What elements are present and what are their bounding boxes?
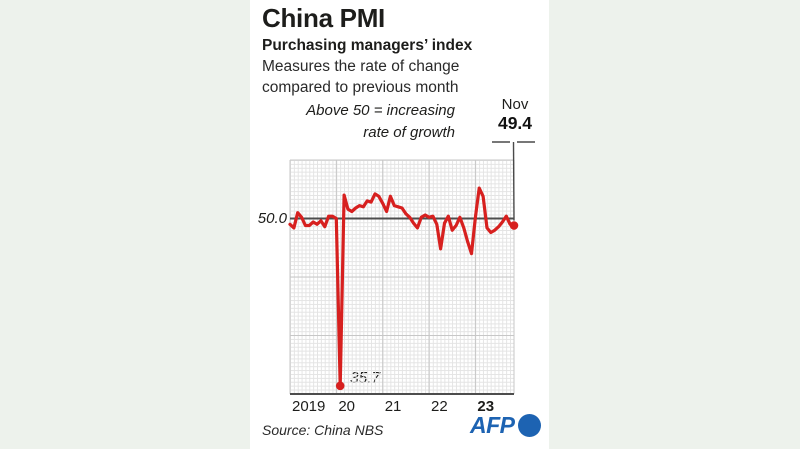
x-axis-tick-label: 20	[338, 398, 356, 415]
latest-point-month-label: Nov	[501, 96, 529, 113]
source-credit: Source: China NBS	[262, 422, 384, 438]
plot-minor-grid	[290, 160, 514, 394]
x-axis-tick-label: 21	[384, 398, 402, 415]
y-axis-50-label: 50.0	[257, 210, 287, 227]
chart-description-line2: compared to previous month	[262, 78, 459, 96]
threshold-annotation-line1: Above 50 = increasing	[306, 102, 455, 119]
x-axis-tick-label: 23	[477, 398, 495, 415]
threshold-annotation-line2: rate of growth	[363, 124, 455, 141]
latest-point-value-label: 49.4	[497, 113, 533, 133]
infographic-card: China PMI Purchasing managers’ index Mea…	[250, 0, 549, 449]
chart-description: Measures the rate of change compared to …	[262, 57, 459, 98]
x-axis-tick-label: 22	[431, 398, 448, 415]
threshold-annotation: Above 50 = increasing rate of growth	[306, 100, 455, 144]
chart-subtitle: Purchasing managers’ index	[262, 37, 473, 54]
afp-logo-circle-icon	[517, 414, 541, 437]
chart-description-line1: Measures the rate of change	[262, 58, 460, 75]
x-axis-tick-label: 2019	[292, 398, 326, 415]
afp-logo: AFP	[470, 412, 541, 439]
afp-logo-text: AFP	[470, 412, 515, 438]
page-title: China PMI	[262, 3, 385, 33]
